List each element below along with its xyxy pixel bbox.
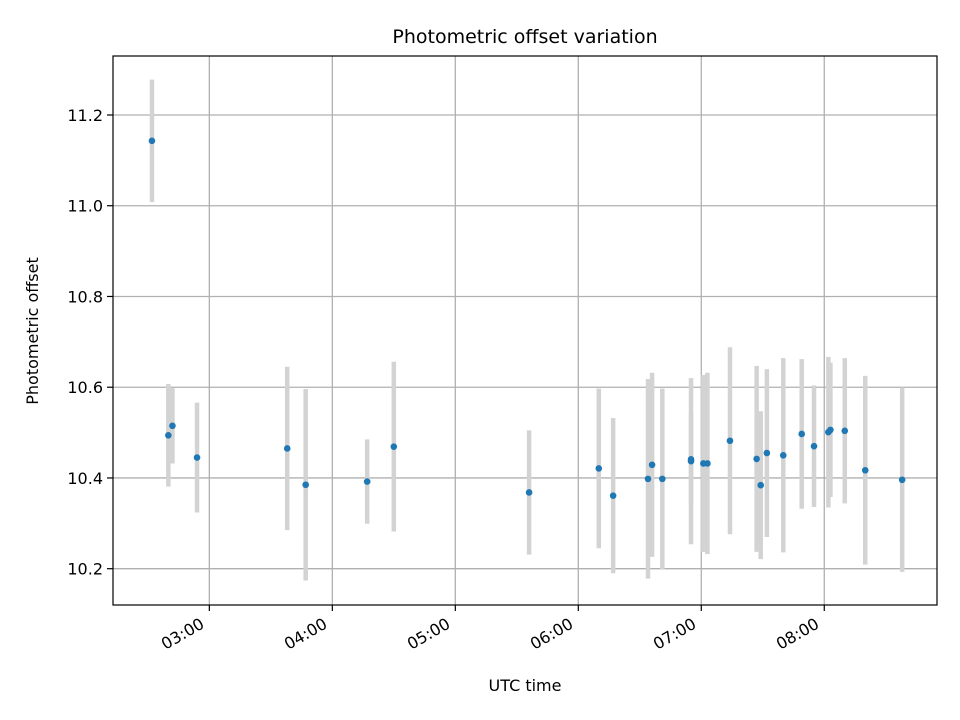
data-point <box>390 443 398 450</box>
data-point <box>525 489 533 496</box>
data-point <box>148 137 156 145</box>
data-point <box>779 451 787 459</box>
x-axis-ticks: 03:00 04:00 05:00 06:00 07:00 08:00 <box>158 605 825 654</box>
plot-area-frame <box>112 55 938 606</box>
data-point <box>283 445 291 452</box>
data-point <box>169 422 176 430</box>
y-axis-ticks: 10.2 10.4 10.6 10.8 11.0 11.2 <box>67 106 113 579</box>
data-point <box>810 442 818 450</box>
data-point <box>753 455 760 463</box>
data-point <box>757 481 765 489</box>
data-point <box>302 481 309 489</box>
y-tick-label: 10.6 <box>67 378 103 397</box>
data-point <box>659 475 666 483</box>
data-point <box>644 475 652 483</box>
data-point <box>861 466 869 474</box>
data-point <box>898 476 906 484</box>
data-point <box>763 449 771 457</box>
data-points <box>148 137 906 499</box>
data-point <box>704 460 711 467</box>
data-point <box>841 427 849 435</box>
grid <box>113 56 937 605</box>
x-axis-title: UTC time <box>489 676 562 695</box>
data-point <box>193 454 201 461</box>
y-tick-label: 11.0 <box>67 197 103 216</box>
data-point <box>798 430 806 438</box>
data-point <box>165 432 172 439</box>
data-point <box>609 492 617 499</box>
data-point <box>595 465 603 472</box>
y-tick-label: 10.8 <box>67 287 103 306</box>
y-axis-title: Photometric offset <box>23 257 42 405</box>
y-tick-label: 11.2 <box>67 106 103 125</box>
y-tick-label: 10.2 <box>67 560 103 579</box>
chart-title: Photometric offset variation <box>392 26 657 48</box>
data-point <box>363 478 371 485</box>
data-point <box>726 437 734 445</box>
data-point <box>827 426 834 434</box>
data-point <box>648 461 656 469</box>
data-point <box>687 456 695 463</box>
y-tick-label: 10.4 <box>67 469 103 488</box>
